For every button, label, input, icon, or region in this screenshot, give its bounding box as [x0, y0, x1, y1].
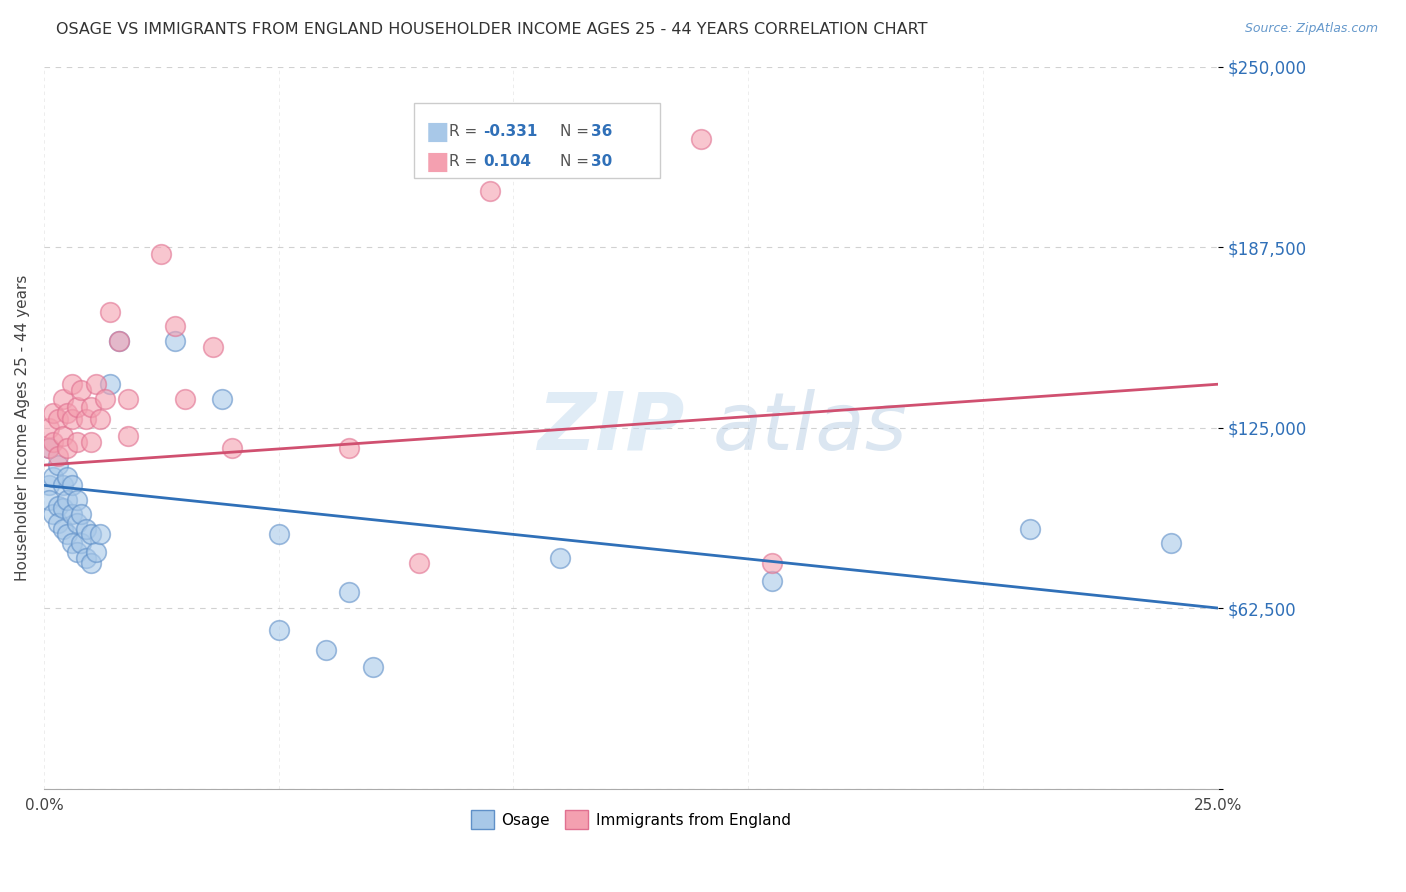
Text: ZIP: ZIP	[537, 389, 685, 467]
Text: ■: ■	[426, 120, 449, 144]
Point	[46, 499, 69, 513]
Text: -0.331: -0.331	[482, 124, 537, 139]
Text: ■: ■	[426, 150, 449, 174]
Point	[52, 522, 75, 536]
Point	[89, 527, 111, 541]
Point	[52, 478, 75, 492]
Point	[70, 383, 93, 397]
Y-axis label: Householder Income Ages 25 - 44 years: Householder Income Ages 25 - 44 years	[15, 275, 30, 581]
Point	[478, 184, 501, 198]
Point	[56, 527, 79, 541]
Point	[42, 435, 65, 450]
Point	[38, 492, 60, 507]
Point	[337, 585, 360, 599]
Point	[66, 545, 89, 559]
Text: N =: N =	[561, 124, 595, 139]
Text: atlas: atlas	[713, 389, 908, 467]
Point	[98, 305, 121, 319]
Point	[60, 478, 83, 492]
Point	[315, 643, 337, 657]
Point	[408, 556, 430, 570]
Point	[84, 377, 107, 392]
Legend: Osage, Immigrants from England: Osage, Immigrants from England	[464, 805, 797, 835]
Text: R =: R =	[449, 154, 486, 169]
Point	[150, 247, 173, 261]
Point	[361, 660, 384, 674]
Point	[60, 507, 83, 521]
Point	[337, 441, 360, 455]
Point	[75, 550, 97, 565]
Point	[56, 406, 79, 420]
Point	[46, 458, 69, 472]
Text: Source: ZipAtlas.com: Source: ZipAtlas.com	[1244, 22, 1378, 36]
Point	[1018, 522, 1040, 536]
Point	[761, 556, 783, 570]
Point	[52, 429, 75, 443]
Point	[267, 623, 290, 637]
Point	[690, 132, 713, 146]
Text: R =: R =	[449, 124, 482, 139]
Point	[1160, 536, 1182, 550]
Point	[75, 412, 97, 426]
Point	[42, 469, 65, 483]
Point	[211, 392, 233, 406]
Point	[66, 401, 89, 415]
Point	[89, 412, 111, 426]
Point	[94, 392, 117, 406]
Text: OSAGE VS IMMIGRANTS FROM ENGLAND HOUSEHOLDER INCOME AGES 25 - 44 YEARS CORRELATI: OSAGE VS IMMIGRANTS FROM ENGLAND HOUSEHO…	[56, 22, 928, 37]
Point	[38, 420, 60, 434]
Point	[38, 478, 60, 492]
Point	[66, 492, 89, 507]
Point	[165, 319, 187, 334]
Point	[56, 492, 79, 507]
Point	[221, 441, 243, 455]
Point	[42, 507, 65, 521]
Point	[75, 522, 97, 536]
Point	[56, 441, 79, 455]
Point	[42, 406, 65, 420]
Point	[108, 334, 131, 348]
Point	[38, 441, 60, 455]
Point	[108, 334, 131, 348]
Bar	[413, 103, 661, 178]
Point	[98, 377, 121, 392]
Point	[550, 550, 572, 565]
Point	[80, 401, 103, 415]
Point	[60, 412, 83, 426]
Point	[80, 435, 103, 450]
Point	[52, 392, 75, 406]
Point	[56, 469, 79, 483]
Point	[70, 536, 93, 550]
Point	[46, 450, 69, 464]
Point	[66, 516, 89, 530]
Point	[84, 545, 107, 559]
Point	[46, 412, 69, 426]
Point	[52, 501, 75, 516]
Point	[66, 435, 89, 450]
Text: 36: 36	[591, 124, 612, 139]
Point	[70, 507, 93, 521]
Point	[165, 334, 187, 348]
Point	[201, 340, 224, 354]
Point	[117, 392, 139, 406]
Point	[117, 429, 139, 443]
Point	[80, 527, 103, 541]
Point	[60, 536, 83, 550]
Text: 0.104: 0.104	[482, 154, 531, 169]
Point	[761, 574, 783, 588]
Point	[173, 392, 195, 406]
Point	[80, 556, 103, 570]
Point	[60, 377, 83, 392]
Text: N =: N =	[561, 154, 595, 169]
Point	[267, 527, 290, 541]
Text: 30: 30	[591, 154, 612, 169]
Point	[46, 516, 69, 530]
Point	[38, 441, 60, 455]
